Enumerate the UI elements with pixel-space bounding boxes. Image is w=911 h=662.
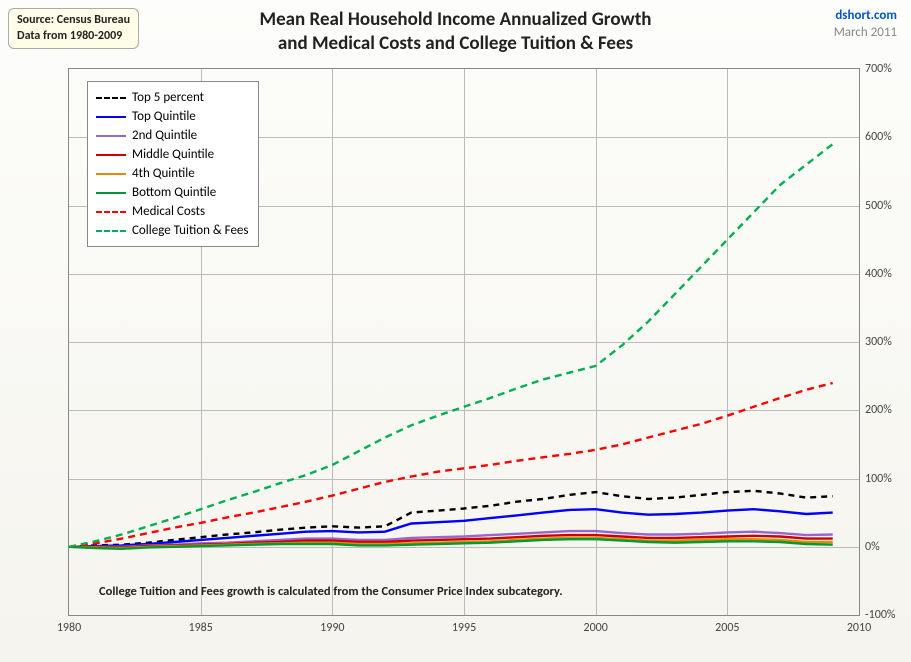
chart-title: Mean Real Household Income Annualized Gr…	[0, 8, 911, 56]
legend-swatch	[96, 192, 126, 194]
legend-label: Bottom Quintile	[132, 185, 216, 200]
legend-swatch	[96, 116, 126, 118]
ytick-label: 600%	[865, 130, 905, 144]
legend-label: Middle Quintile	[132, 147, 214, 162]
legend-label: College Tuition & Fees	[132, 223, 248, 238]
ytick-label: 700%	[865, 62, 905, 76]
legend-row: Middle Quintile	[96, 145, 248, 164]
legend-label: Top Quintile	[132, 109, 196, 124]
legend-row: Top 5 percent	[96, 88, 248, 107]
legend-row: College Tuition & Fees	[96, 221, 248, 240]
legend-row: Top Quintile	[96, 107, 248, 126]
xtick-label: 1985	[188, 621, 212, 635]
ytick-label: 100%	[865, 472, 905, 486]
legend-label: 2nd Quintile	[132, 128, 197, 143]
legend: Top 5 percent Top Quintile 2nd Quintile Mid…	[87, 81, 259, 247]
legend-row: 4th Quintile	[96, 164, 248, 183]
title-line1: Mean Real Household Income Annualized Gr…	[0, 8, 911, 32]
title-line2: and Medical Costs and College Tuition & …	[0, 32, 911, 56]
xtick-label: 1995	[452, 621, 476, 635]
xtick-label: 2005	[715, 621, 739, 635]
ytick-label: 200%	[865, 403, 905, 417]
legend-swatch	[96, 97, 126, 99]
legend-row: 2nd Quintile	[96, 126, 248, 145]
xtick-label: 2010	[847, 621, 871, 635]
legend-row: Bottom Quintile	[96, 183, 248, 202]
legend-label: 4th Quintile	[132, 166, 195, 181]
ytick-label: 500%	[865, 199, 905, 213]
legend-swatch	[96, 230, 126, 232]
legend-swatch	[96, 135, 126, 137]
legend-swatch	[96, 154, 126, 156]
legend-label: Medical Costs	[132, 204, 205, 219]
legend-label: Top 5 percent	[132, 90, 204, 105]
xtick-label: 1990	[320, 621, 344, 635]
ytick-label: 400%	[865, 267, 905, 281]
ytick-label: -100%	[865, 608, 905, 622]
xtick-label: 1980	[57, 621, 81, 635]
legend-swatch	[96, 173, 126, 175]
ytick-label: 0%	[865, 540, 905, 554]
plot-area: -100%0%100%200%300%400%500%600%700%19801…	[68, 68, 860, 616]
legend-swatch	[96, 211, 126, 213]
xtick-label: 2000	[583, 621, 607, 635]
ytick-label: 300%	[865, 335, 905, 349]
chart-footnote: College Tuition and Fees growth is calcu…	[99, 584, 563, 599]
legend-row: Medical Costs	[96, 202, 248, 221]
